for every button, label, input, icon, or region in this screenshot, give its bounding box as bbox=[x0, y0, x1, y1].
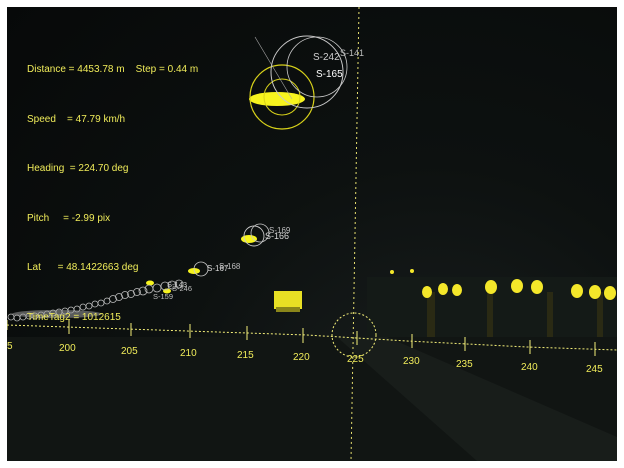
target-highlight bbox=[249, 92, 305, 106]
video-frame[interactable]: S-165 S-242 S-141 S-166 S-169 S-167 S-16… bbox=[7, 7, 617, 461]
track-ring bbox=[286, 36, 348, 98]
object-label: S-168 bbox=[219, 262, 241, 271]
structure-pillar bbox=[547, 292, 553, 337]
crosshair-circle bbox=[331, 312, 377, 358]
distance-scale-line bbox=[7, 324, 617, 351]
trail-fill bbox=[12, 310, 102, 318]
structure-pillar bbox=[597, 292, 603, 337]
object-label: S-141 bbox=[340, 48, 364, 58]
target-ring bbox=[263, 78, 301, 116]
scale-tick-marks bbox=[7, 320, 596, 356]
sign-vehicle-base bbox=[276, 307, 300, 312]
target-highlight bbox=[146, 280, 154, 286]
street-lights bbox=[390, 269, 616, 300]
object-label: S-169 bbox=[269, 226, 291, 235]
sign-vehicle bbox=[274, 291, 302, 309]
crosshair-vertical bbox=[350, 7, 360, 461]
structure-pillar bbox=[427, 292, 435, 337]
structure-pillar bbox=[487, 292, 493, 337]
scale-label: 235 bbox=[456, 359, 473, 370]
scale-label: 240 bbox=[521, 362, 538, 373]
heading-readout: Heading = 224.70 deg bbox=[27, 163, 129, 174]
object-label: S-167 bbox=[207, 264, 229, 273]
scale-label: 200 bbox=[59, 343, 76, 354]
scale-label: 220 bbox=[293, 352, 310, 363]
pitch-readout: Pitch = -2.99 pix bbox=[27, 212, 111, 224]
object-label: S-242 bbox=[313, 52, 340, 63]
scale-label: 225 bbox=[347, 354, 364, 365]
object-label: S-166 bbox=[265, 231, 289, 241]
target-highlight bbox=[241, 235, 257, 243]
track-ring bbox=[270, 35, 344, 109]
distance-readout: Distance = 4453.78 m Step = 0.44 m bbox=[27, 64, 199, 75]
scene-overlay: S-165 S-242 S-141 S-166 S-169 S-167 S-16… bbox=[7, 7, 617, 461]
speed-readout: Speed = 47.79 km/h bbox=[27, 113, 126, 125]
scale-label: 205 bbox=[121, 346, 138, 357]
object-label: S-165 bbox=[316, 69, 343, 80]
scale-label: 245 bbox=[586, 364, 603, 375]
track-ring bbox=[193, 261, 209, 277]
track-line bbox=[254, 36, 293, 100]
road-lane bbox=[337, 337, 617, 461]
track-ring bbox=[250, 223, 270, 243]
object-label: S-246 bbox=[172, 284, 192, 293]
telemetry-readout: Distance = 4453.78 m Step = 0.44 m Speed… bbox=[27, 29, 198, 359]
object-label: S-159 bbox=[153, 292, 173, 301]
scale-label: 215 bbox=[237, 350, 254, 361]
scale-label: 230 bbox=[403, 356, 420, 367]
timetag-readout: TimeTag2 = 1012615 bbox=[27, 311, 121, 323]
latitude-readout: Lat = 48.1422663 deg bbox=[27, 262, 139, 273]
scale-label: 5 bbox=[7, 341, 13, 352]
scale-label: 210 bbox=[180, 348, 197, 359]
object-label: S-143 bbox=[167, 280, 187, 289]
